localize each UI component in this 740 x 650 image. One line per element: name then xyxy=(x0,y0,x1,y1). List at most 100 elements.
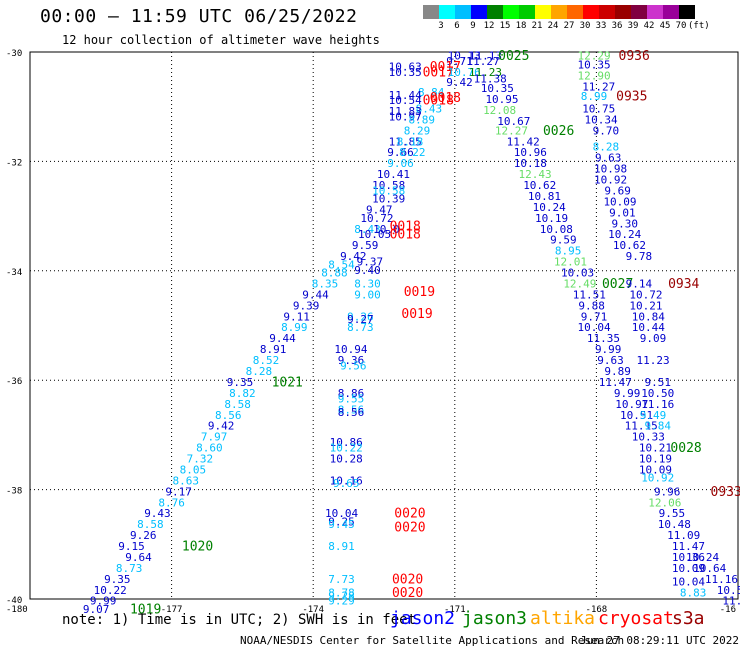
data-point-label: 9.59 xyxy=(550,234,577,247)
colorbar-label: 3 xyxy=(438,21,444,31)
data-point-label: 11.85 xyxy=(389,135,422,148)
data-point-label: 11.51 xyxy=(573,288,606,301)
data-point-label: 10.35 xyxy=(389,66,422,79)
data-point-label: 7.97 xyxy=(201,431,228,444)
data-point-label: 8.54 xyxy=(328,258,355,271)
data-point-label: 12.49 xyxy=(563,277,596,290)
data-point-label: 8.60 xyxy=(196,442,223,455)
data-point-label: 10.92 xyxy=(594,174,627,187)
data-point-label: 10.21 xyxy=(639,442,672,455)
colorbar-swatch xyxy=(663,5,679,19)
credits-text: NOAA/NESDIS Center for Satellite Applica… xyxy=(240,634,625,647)
data-point-label: 10.24 xyxy=(533,201,566,214)
data-point-label: 9.96 xyxy=(654,485,681,498)
data-point-label: 0018 xyxy=(423,94,454,109)
data-point-label: 10.84 xyxy=(632,310,665,323)
data-point-label: 1020 xyxy=(182,540,213,555)
data-point-label: 9.15 xyxy=(118,540,145,553)
data-point-label: 8.63 xyxy=(173,474,200,487)
data-point-label: 8.73 xyxy=(116,562,143,575)
colorbar-swatch xyxy=(487,5,503,19)
data-point-label: 7.32 xyxy=(187,453,214,466)
data-point-label: 10.33 xyxy=(632,431,665,444)
data-point-label: 10.44 xyxy=(632,321,665,334)
data-point-label: 9.44 xyxy=(269,332,296,345)
data-point-label: 11.15 xyxy=(625,420,658,433)
footer-note: note: 1) Time is in UTC; 2) SWH is in fe… xyxy=(62,612,417,628)
colorbar-label: 21 xyxy=(531,21,543,31)
colorbar-swatch xyxy=(567,5,583,19)
y-tick-label: -30 xyxy=(6,49,22,59)
data-point-label: 10.16 xyxy=(330,474,363,487)
data-point-label: 10.09 xyxy=(603,195,636,208)
data-point-label: 11.16 xyxy=(705,573,738,586)
colorbar-swatch xyxy=(535,5,551,19)
data-point-label: 8.28 xyxy=(593,141,620,154)
data-point-label: 9.63 xyxy=(595,152,622,165)
data-point-label: 11.16 xyxy=(641,398,674,411)
data-point-label: 10.58 xyxy=(372,179,405,192)
data-point-label: 10.75 xyxy=(582,102,615,115)
data-point-label: 0018 xyxy=(390,220,421,235)
data-point-label: 10.97 xyxy=(389,111,422,124)
data-point-label: 10.50 xyxy=(641,387,674,400)
data-point-label: 11.1 xyxy=(722,595,740,608)
colorbar-label: 42 xyxy=(643,21,655,31)
data-point-label: 10.19 xyxy=(639,453,672,466)
x-edge-label: -16 xyxy=(720,605,736,615)
data-point-label: 10.35 xyxy=(577,59,610,72)
data-point-label: 10.41 xyxy=(377,168,410,181)
satellite-legend-s3a: s3a xyxy=(672,608,705,629)
data-point-label: 12.01 xyxy=(554,256,587,269)
data-point-label: 0935 xyxy=(616,89,647,104)
data-point-label: 10.24 xyxy=(686,551,719,564)
data-point-label: 10.98 xyxy=(594,163,627,176)
data-point-label: 10.72 xyxy=(360,212,393,225)
data-point-label: 1021 xyxy=(272,375,303,390)
y-tick-label: -34 xyxy=(6,268,22,278)
colorbar-swatch xyxy=(439,5,455,19)
data-point-label: 8.91 xyxy=(328,540,355,553)
data-point-label: 9.69 xyxy=(604,184,631,197)
data-point-label: 9.63 xyxy=(597,354,624,367)
data-point-label: 9.01 xyxy=(609,206,636,219)
data-point-label: 10.48 xyxy=(658,518,691,531)
colorbar-label: 6 xyxy=(454,21,460,31)
data-point-label: 0019 xyxy=(404,285,435,300)
data-point-label: 10.86 xyxy=(330,436,363,449)
data-point-label: 8.29 xyxy=(404,124,431,137)
data-point-label: 9.47 xyxy=(366,204,393,217)
data-point-label: 10.08 xyxy=(540,223,573,236)
data-point-label: 9.26 xyxy=(347,310,374,323)
data-point-label: 10.97 xyxy=(615,398,648,411)
data-point-label: 9.55 xyxy=(338,392,365,405)
data-point-label: 8.84 xyxy=(418,86,445,99)
data-point-label: 11.42 xyxy=(507,135,540,148)
data-point-label: 0018 xyxy=(430,91,461,106)
data-point-label: 9.66 xyxy=(387,146,414,159)
data-point-label: 10.05 xyxy=(358,228,391,241)
data-point-label: 11.23 xyxy=(469,66,502,79)
data-point-label: 8.82 xyxy=(229,387,256,400)
data-point-label: 8.43 xyxy=(354,223,381,236)
data-point-label: 10.54 xyxy=(717,584,740,597)
data-point-label: 8.95 xyxy=(555,245,582,258)
data-point-label: 8.56 xyxy=(338,406,365,419)
data-point-label: 9.27 xyxy=(347,313,374,326)
data-point-label: 8.56 xyxy=(338,403,365,416)
data-point-label: 10.54 xyxy=(389,94,422,107)
data-point-label: 9.43 xyxy=(144,507,171,520)
data-point-label: 10.09 xyxy=(672,562,705,575)
colorbar-swatch xyxy=(679,5,695,19)
data-point-label: 0020 xyxy=(394,507,425,522)
data-point-label: 11.47 xyxy=(599,376,632,389)
data-point-label: 9.29 xyxy=(328,595,355,608)
data-point-label: 10.51 xyxy=(620,409,653,422)
timestamp: Jun 27 08:29:11 UTC 2022 xyxy=(580,634,739,647)
data-point-label: 9.40 xyxy=(354,264,381,277)
data-point-label: 8.58 xyxy=(137,518,164,531)
data-point-label: 9.51 xyxy=(645,376,672,389)
data-point-label: 10.64 xyxy=(693,562,726,575)
data-point-label: 10.95 xyxy=(485,93,518,106)
